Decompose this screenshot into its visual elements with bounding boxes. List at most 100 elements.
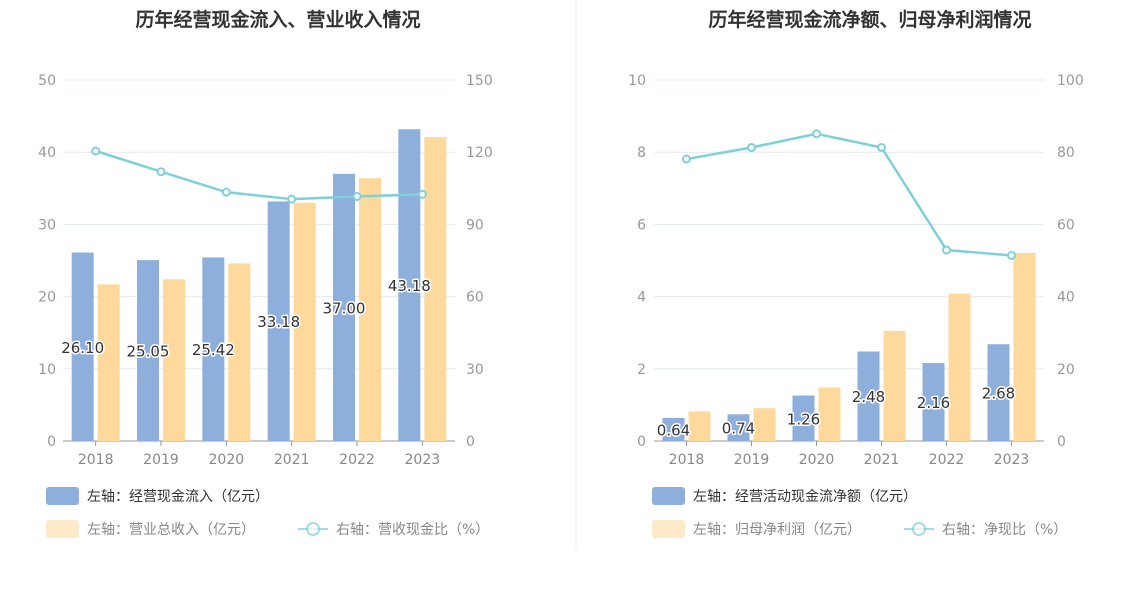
y-tick-right: 120 [466, 145, 493, 161]
bar-left-series [922, 363, 945, 441]
line-point [942, 245, 951, 255]
bar-left-series [333, 173, 355, 442]
x-tick-label: 2019 [734, 452, 770, 468]
y-tick-left: 6 [637, 217, 646, 233]
line-series-path [95, 149, 423, 201]
data-label: 37.00 [323, 299, 366, 317]
bar-left-series [267, 201, 290, 441]
chart-panel-net-cashflow-profit: 历年经营现金流净额、归母净利润情况 0 0 2 20 4 40 6 60 8 80 10 100 2018… [628, 8, 1084, 538]
x-tick-label: 2021 [274, 452, 310, 468]
line-point [812, 129, 821, 139]
chart-title: 历年经营现金流入、营业收入情况 [135, 8, 420, 31]
data-label: 43.18 [388, 277, 431, 295]
legend-swatch [46, 520, 79, 538]
data-label: 33.18 [257, 313, 300, 331]
legend: 左轴：经营现金流入（亿元） 左轴：营业总收入（亿元） 右轴：营收现金比（%） [46, 487, 489, 538]
data-label: 2.16 [917, 394, 950, 412]
line-point [352, 191, 362, 201]
y-tick-left: 4 [637, 290, 646, 306]
bar-right-series [1013, 252, 1036, 441]
legend-label: 左轴：经营活动现金流净额（亿元） [693, 489, 917, 505]
x-tick-label: 2020 [209, 452, 245, 468]
y-tick-right: 100 [1057, 73, 1084, 89]
x-tick-label: 2019 [143, 452, 179, 468]
data-label: 1.26 [787, 410, 820, 428]
bar-left-series [727, 414, 750, 441]
line-point [682, 154, 691, 164]
x-tick-label: 2023 [994, 452, 1030, 468]
legend-label: 左轴：经营现金流入（亿元） [87, 489, 269, 505]
line-point [877, 143, 886, 153]
y-tick-right: 40 [1057, 290, 1075, 306]
y-tick-right: 30 [466, 362, 484, 378]
y-tick-left: 30 [38, 217, 56, 233]
line-point [747, 143, 756, 153]
bar-left-series [662, 417, 685, 441]
bar-right-series [293, 202, 316, 441]
y-tick-left: 10 [628, 73, 646, 89]
y-tick-right: 90 [466, 217, 484, 233]
y-tick-right: 60 [466, 290, 484, 306]
line-point [287, 194, 297, 204]
legend-line-marker [306, 522, 320, 536]
bar-right-series [883, 330, 906, 441]
bar-left-series [202, 257, 225, 441]
x-tick-label: 2020 [799, 452, 835, 468]
y-tick-right: 150 [466, 73, 493, 89]
x-tick-label: 2022 [339, 452, 375, 468]
bar-right-series [163, 279, 185, 441]
y-tick-left: 8 [637, 145, 646, 161]
legend-line-marker [912, 522, 926, 536]
y-tick-left: 0 [637, 434, 646, 450]
data-label: 2.48 [852, 388, 885, 406]
legend-label: 右轴：净现比（%） [942, 522, 1067, 538]
bar-right-series [359, 178, 381, 441]
bar-right-series [97, 284, 120, 441]
y-tick-right: 0 [1057, 434, 1066, 450]
bar-left-series [987, 344, 1010, 441]
x-tick-label: 2018 [669, 452, 705, 468]
legend-label: 右轴：营收现金比（%） [336, 522, 489, 538]
legend-swatch [652, 487, 685, 505]
x-tick-label: 2022 [929, 452, 965, 468]
x-tick-label: 2023 [405, 452, 441, 468]
legend-swatch [46, 487, 79, 505]
bar-left-series [137, 260, 159, 441]
legend-swatch [652, 520, 685, 538]
bar-right-series [948, 293, 971, 441]
y-tick-right: 80 [1057, 145, 1075, 161]
y-tick-left: 0 [47, 434, 56, 450]
line-point [417, 189, 427, 199]
line-point [1007, 250, 1016, 260]
y-tick-left: 40 [38, 145, 56, 161]
bar-right-series [753, 408, 776, 441]
bar-right-series [424, 137, 447, 441]
y-tick-left: 50 [38, 73, 56, 89]
bar-left-series [398, 129, 421, 441]
x-tick-label: 2021 [864, 452, 900, 468]
bar-right-series [818, 387, 841, 441]
y-tick-left: 2 [637, 362, 646, 378]
data-label: 25.42 [192, 341, 235, 359]
legend: 左轴：经营活动现金流净额（亿元） 左轴：归母净利润（亿元） 右轴：净现比（%） [652, 487, 1067, 538]
bar-left-series [857, 351, 880, 441]
legend-label: 左轴：归母净利润（亿元） [693, 521, 861, 538]
legend-label: 左轴：营业总收入（亿元） [87, 522, 255, 538]
data-label: 25.05 [127, 343, 170, 361]
data-label: 0.74 [722, 420, 755, 438]
bar-right-series [228, 263, 251, 441]
data-label: 2.68 [982, 385, 1015, 403]
y-tick-right: 20 [1057, 362, 1075, 378]
y-tick-right: 0 [466, 434, 475, 450]
data-label: 26.10 [61, 339, 104, 357]
line-point [221, 187, 231, 197]
bar-left-series [71, 252, 94, 441]
line-point [156, 167, 166, 177]
line-point [91, 146, 101, 156]
chart-title: 历年经营现金流净额、归母净利润情况 [708, 8, 1031, 31]
bar-left-series [792, 395, 815, 441]
y-tick-left: 10 [38, 362, 56, 378]
chart-panel-cash-inflow-revenue: 历年经营现金流入、营业收入情况 0 0 10 30 20 60 30 90 40 120 50 150 2… [38, 8, 493, 538]
data-label: 0.64 [657, 421, 690, 439]
